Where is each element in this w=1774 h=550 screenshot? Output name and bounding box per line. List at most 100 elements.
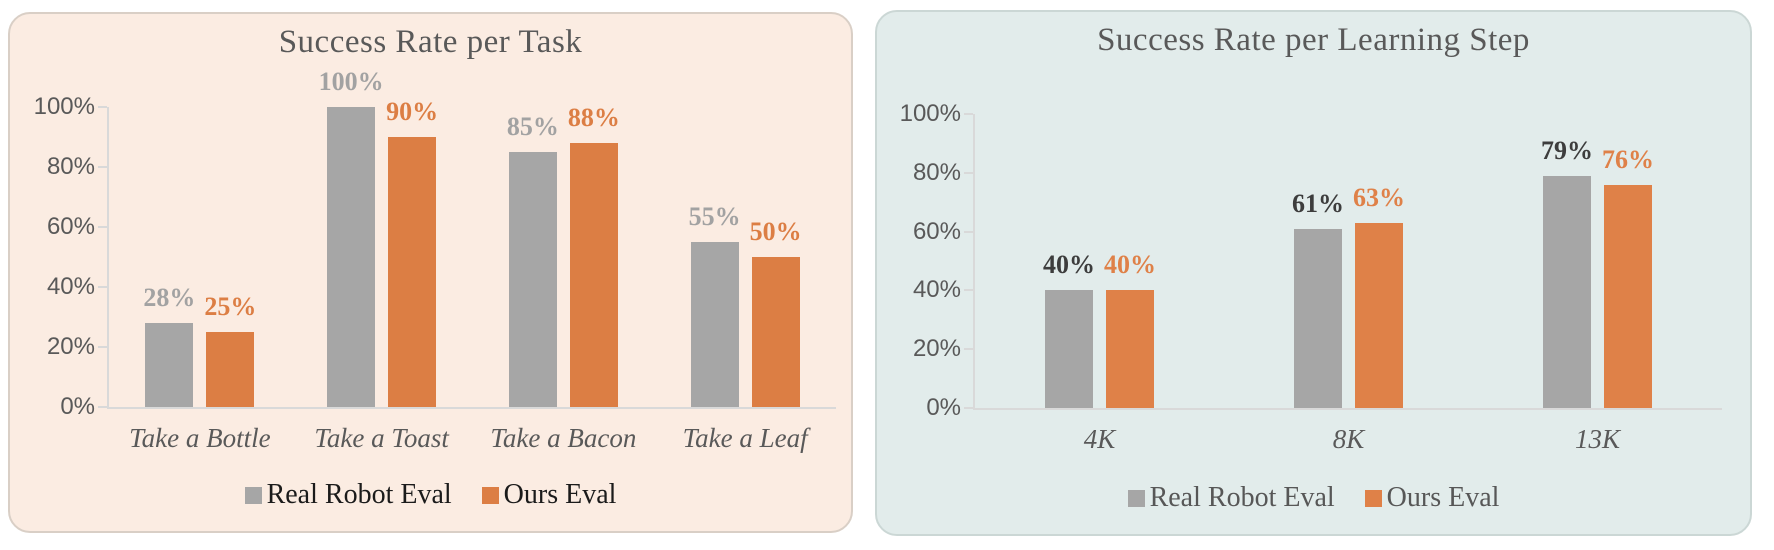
legend-swatch	[244, 486, 262, 504]
y-tick-label: 20%	[912, 335, 961, 363]
plot-area: 40% 40% 61% 63% 79% 76% 4K 8K 13K 100% 80% 60% 40%…	[900, 100, 1722, 454]
legend-item: Ours Eval	[1364, 482, 1500, 514]
bar-wrap: 50%	[749, 107, 802, 407]
y-tick-mark	[98, 406, 107, 408]
task-chart-panel: Success Rate per Task 28% 25% 100% 90% 85% 88…	[8, 12, 853, 533]
bar-value-label: 85%	[506, 112, 559, 141]
bar-value-label: 90%	[386, 97, 439, 126]
bar-value-label: 63%	[1353, 182, 1405, 212]
y-tick-mark	[964, 348, 973, 351]
bar-real-robot-eval	[1045, 290, 1093, 408]
bar-real-robot-eval	[327, 107, 376, 407]
y-tick-mark	[964, 171, 973, 174]
legend: Real Robot Eval Ours Eval	[877, 482, 1750, 514]
y-tick-label: 100%	[899, 100, 961, 127]
bar-value-label: 40%	[1104, 250, 1156, 280]
legend-item: Ours Eval	[481, 479, 617, 511]
y-tick-label: 80%	[46, 153, 95, 180]
learning-step-chart-panel: Success Rate per Learning Step 40% 40% 61%…	[875, 10, 1752, 536]
bar-wrap: 100%	[319, 67, 384, 407]
y-tick-label: 20%	[46, 333, 95, 360]
bar-value-label: 55%	[688, 202, 741, 231]
chart-title: Success Rate per Task	[278, 24, 583, 60]
bar-wrap: 55%	[688, 107, 741, 407]
legend-label: Real Robot Eval	[1149, 482, 1335, 513]
x-axis-labels: 4K 8K 13K	[975, 424, 1722, 455]
bar-value-label: 40%	[1043, 250, 1095, 280]
bar-wrap: 88%	[568, 103, 620, 407]
legend-label: Real Robot Eval	[266, 479, 452, 510]
bar-group: 79% 76%	[1473, 114, 1722, 408]
x-category-label: 8K	[1332, 424, 1365, 454]
y-tick-mark	[98, 346, 107, 348]
y-tick-label: 80%	[912, 158, 961, 186]
chart-title: Success Rate per Learning Step	[1097, 22, 1530, 58]
y-tick-mark	[98, 286, 107, 288]
bar-wrap: 40%	[1104, 114, 1156, 408]
bar-ours-eval	[388, 137, 437, 407]
bar-ours-eval	[1355, 222, 1403, 408]
bar-groups: 28% 25% 100% 90% 85% 88% 55% 50%	[109, 67, 836, 407]
legend-swatch	[481, 486, 499, 504]
bar-group: 40% 40%	[975, 114, 1224, 408]
bar-value-label: 25%	[204, 292, 257, 321]
y-tick-mark	[964, 113, 973, 115]
bar-group: 55% 50%	[654, 107, 836, 407]
bar-real-robot-eval	[508, 152, 557, 407]
bar-groups: 40% 40% 61% 63% 79% 76%	[975, 114, 1722, 408]
x-category-label: Take a Leaf	[682, 423, 808, 453]
bar-group: 61% 63%	[1224, 114, 1473, 408]
y-tick-label: 60%	[46, 213, 95, 240]
bar-group: 100% 90%	[291, 67, 473, 407]
bar-value-label: 88%	[567, 103, 620, 132]
bar-ours-eval	[569, 143, 618, 407]
plot-area: 28% 25% 100% 90% 85% 88% 55% 50% Take a Bottle T…	[34, 67, 836, 453]
bar-real-robot-eval	[1294, 228, 1342, 408]
bar-value-label: 79%	[1541, 135, 1593, 165]
bar-ours-eval	[1604, 184, 1652, 408]
y-tick-label: 60%	[912, 217, 961, 245]
bar-real-robot-eval	[145, 323, 194, 407]
bar-wrap: 63%	[1353, 114, 1405, 408]
bar-value-label: 100%	[318, 67, 384, 96]
bar-value-label: 76%	[1602, 144, 1654, 174]
bar-wrap: 76%	[1602, 114, 1654, 408]
bar-value-label: 50%	[749, 217, 802, 246]
legend-label: Ours Eval	[1386, 482, 1500, 513]
y-tick-label: 100%	[33, 93, 95, 120]
bar-ours-eval	[1106, 290, 1154, 408]
legend-item: Real Robot Eval	[1127, 482, 1335, 514]
bar-real-robot-eval	[1543, 175, 1591, 408]
x-category-label: Take a Bacon	[490, 423, 637, 453]
x-category-label: 4K	[1083, 424, 1116, 454]
bar-wrap: 28%	[143, 107, 195, 407]
x-category-label: 13K	[1574, 424, 1620, 454]
bar-wrap: 61%	[1292, 114, 1344, 408]
y-tick-mark	[98, 226, 107, 228]
y-tick-mark	[98, 106, 107, 108]
legend-item: Real Robot Eval	[244, 479, 452, 511]
y-tick-mark	[964, 407, 973, 409]
bar-wrap: 79%	[1541, 114, 1593, 408]
x-axis-labels: Take a Bottle Take a Toast Take a Bacon Tak…	[109, 423, 836, 454]
y-tick-mark	[964, 289, 973, 292]
x-category-label: Take a Toast	[314, 423, 449, 453]
bar-ours-eval	[751, 257, 800, 407]
bar-wrap: 25%	[204, 107, 257, 407]
y-tick-label: 40%	[912, 276, 961, 304]
bar-real-robot-eval	[690, 242, 739, 407]
bar-wrap: 90%	[386, 97, 438, 407]
legend-swatch	[1127, 489, 1145, 507]
bar-wrap: 85%	[506, 107, 559, 407]
bar-group: 28% 25%	[109, 107, 291, 407]
bar-wrap: 40%	[1043, 114, 1095, 408]
legend: Real Robot Eval Ours Eval	[10, 479, 851, 511]
bar-ours-eval	[206, 332, 255, 407]
y-tick-label: 0%	[926, 394, 961, 421]
x-category-label: Take a Bottle	[129, 423, 271, 453]
legend-label: Ours Eval	[503, 479, 617, 510]
y-tick-label: 0%	[60, 393, 95, 420]
y-tick-mark	[964, 230, 973, 233]
y-tick-mark	[98, 166, 107, 168]
legend-swatch	[1364, 489, 1382, 507]
